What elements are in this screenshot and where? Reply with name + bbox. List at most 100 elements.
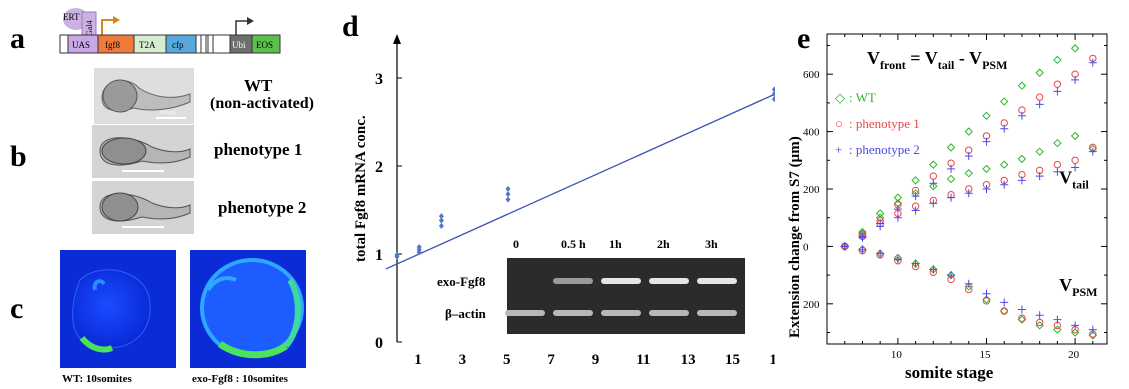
- label-phenotype2: phenotype 2: [218, 198, 307, 217]
- chart-extension: 10 15 20 600 400 200 0 200 somite stage Extension…: [787, 33, 1108, 382]
- x-tick-label: 15: [979, 349, 991, 361]
- gel-image: [507, 258, 745, 334]
- data-point-phenotype1: [1000, 307, 1008, 315]
- data-point-phenotype2: [1000, 298, 1009, 307]
- data-point-phenotype2: [929, 179, 938, 188]
- data-point: [505, 185, 511, 192]
- data-point-phenotype1: [1035, 93, 1044, 101]
- data-point-phenotype2: [964, 151, 973, 160]
- data-point-phenotype2: [929, 265, 938, 274]
- data-point-phenotype1: [1018, 314, 1026, 322]
- segment-uas-label: UAS: [72, 40, 90, 50]
- gel-column-label: 3h: [705, 237, 718, 251]
- y-axis-label: total Fgf8 mRNA conc.: [353, 115, 369, 262]
- panel-letter-c: c: [10, 292, 24, 325]
- data-point-phenotype2: [1000, 124, 1009, 133]
- x-tick-label: 20: [1068, 349, 1080, 361]
- fit-line: [385, 93, 775, 270]
- embryo-image-phenotype1: [92, 125, 194, 178]
- label-wt-sub: (non-activated): [210, 95, 314, 112]
- data-point-wt: [946, 143, 956, 152]
- x-axis-label: somite stage: [905, 363, 994, 382]
- gel-band-beta-actin: [601, 310, 641, 316]
- y-tick-label: 1: [375, 247, 383, 264]
- data-point-phenotype2: [893, 205, 902, 214]
- data-point-phenotype1: [1053, 80, 1062, 88]
- data-point-phenotype2: [840, 242, 849, 251]
- data-point-wt: [1000, 160, 1009, 169]
- data-point-phenotype2: [982, 137, 991, 146]
- segment-eos: [251, 34, 281, 54]
- data-point-phenotype2: [1035, 100, 1044, 109]
- data-point-wt: [982, 164, 991, 174]
- data-point-wt: [1017, 315, 1027, 324]
- label-fluor-wt: WT: 10somites: [62, 373, 132, 385]
- data-point-wt: [964, 282, 973, 291]
- data-point-phenotype2: [1088, 58, 1097, 67]
- gel-band-beta-actin: [697, 310, 737, 316]
- y-tick-label: 2: [375, 159, 383, 176]
- label-vtail: Vtail: [1059, 167, 1089, 191]
- data-point-phenotype2: [1071, 163, 1080, 172]
- panel-letter-d: d: [342, 10, 359, 43]
- gel-row-label: β–actin: [445, 306, 487, 321]
- y-tick-label: 400: [803, 127, 820, 139]
- data-point-phenotype2: [858, 233, 867, 242]
- ert-label: ERT: [63, 12, 80, 22]
- data-point-phenotype2: [1053, 315, 1062, 324]
- data-point-phenotype2: [911, 206, 920, 215]
- x-tick-label: 5: [503, 352, 511, 368]
- data-point: [505, 191, 511, 198]
- data-point-wt: [929, 181, 938, 191]
- data-point-phenotype1: [929, 172, 938, 180]
- segment-eos-label: EOS: [256, 40, 273, 50]
- promoter-arrow-orange: [101, 19, 114, 35]
- y-tick-label: 200: [803, 184, 820, 196]
- data-point-wt: [911, 176, 920, 185]
- embryo-image-wt: 100 µm: [94, 68, 194, 124]
- promoter-arrow-black: [235, 20, 248, 35]
- gel-column-label: 2h: [657, 237, 670, 251]
- data-point-wt: [1070, 44, 1080, 53]
- legend-marker: ◇: [835, 90, 845, 105]
- panel-letter-a: a: [10, 22, 25, 55]
- gel-band-beta-actin: [505, 310, 545, 316]
- data-point-phenotype2: [876, 222, 885, 231]
- data-point-wt: [946, 174, 956, 184]
- data-point-phenotype2: [876, 249, 885, 258]
- data-point-phenotype1: [1071, 156, 1079, 164]
- gel-band-exo-fgf8: [553, 278, 593, 284]
- gel-column-label: 0.5 h: [561, 237, 586, 251]
- gel-band-exo-fgf8: [601, 278, 641, 284]
- legend-marker: +: [835, 142, 842, 157]
- data-point: [416, 243, 422, 250]
- data-point-phenotype2: [1000, 180, 1009, 189]
- data-point-phenotype2: [858, 245, 867, 254]
- x-tick-label: 3: [459, 352, 467, 368]
- data-point-phenotype2: [893, 255, 902, 264]
- promoter-arrow-orange-head: [113, 16, 120, 24]
- insulator-1: [200, 34, 207, 54]
- data-point-wt: [964, 127, 973, 136]
- data-point-phenotype2: [911, 259, 920, 268]
- legend-entry: : WT: [849, 90, 876, 105]
- panel-letter-b: b: [10, 140, 27, 173]
- gel-band-beta-actin: [553, 310, 593, 316]
- y-axis-label: Extension change from S7 (µm): [787, 136, 803, 338]
- x-tick-label: 13: [681, 352, 696, 368]
- data-point: [438, 217, 444, 224]
- x-tick-label: 15: [725, 352, 740, 368]
- data-point-phenotype2: [1053, 167, 1062, 176]
- data-point-phenotype2: [964, 279, 973, 288]
- segment-cfp-label: cfp: [172, 40, 184, 50]
- data-point-phenotype2: [947, 193, 956, 202]
- data-point: [438, 213, 444, 220]
- data-point-phenotype2: [1071, 321, 1080, 330]
- gal4-label: Gal4: [85, 20, 94, 36]
- data-point-phenotype2: [947, 271, 956, 280]
- data-point-wt: [875, 209, 885, 218]
- data-point-phenotype2: [947, 164, 956, 173]
- data-point-phenotype2: [911, 192, 920, 201]
- data-point: [394, 251, 400, 258]
- data-point-phenotype2: [1035, 172, 1044, 181]
